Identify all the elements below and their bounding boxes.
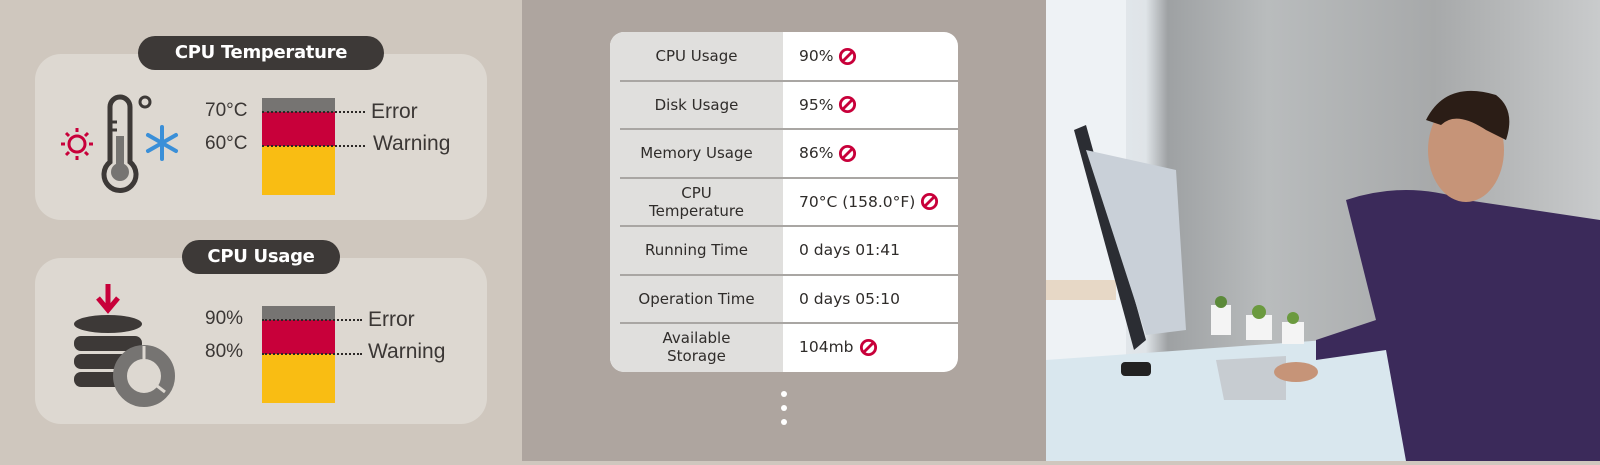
row-value: 95%	[799, 95, 834, 114]
warning-threshold: 60°C	[205, 133, 248, 154]
table-row: Running Time 0 days 01:41	[610, 226, 958, 275]
row-divider	[620, 273, 958, 276]
ellipsis-dot	[781, 419, 787, 425]
database-download-icon	[74, 284, 142, 387]
cpu-usage-title: CPU Usage	[182, 240, 340, 274]
warning-line	[262, 353, 362, 355]
alert-prohibited-icon	[839, 144, 857, 162]
warning-label: Warning	[368, 340, 446, 363]
sun-icon	[61, 128, 93, 160]
row-value: 0 days 05:10	[799, 289, 900, 308]
row-divider	[620, 128, 958, 130]
row-label: CPU Temperature	[648, 183, 745, 220]
row-label: Running Time	[645, 241, 748, 260]
table-row: Operation Time 0 days 05:10	[610, 275, 958, 324]
vertical-ellipsis-icon	[781, 391, 787, 397]
row-value-cell: 86%	[783, 144, 857, 163]
temperature-threshold-bar	[262, 98, 335, 195]
error-label: Error	[371, 100, 418, 123]
error-threshold: 90%	[205, 308, 244, 329]
table-row: Available Storage 104mb	[610, 323, 958, 372]
temperature-icons	[61, 94, 178, 193]
row-value-cell: 70°C (158.0°F)	[783, 192, 939, 211]
row-label: Disk Usage	[654, 95, 739, 114]
table-row: Memory Usage 86%	[610, 129, 958, 178]
warning-threshold: 80%	[205, 341, 244, 362]
row-value-cell: 90%	[783, 47, 857, 66]
usage-icons	[74, 284, 175, 407]
row-value: 86%	[799, 144, 834, 163]
row-divider	[620, 176, 958, 179]
alert-prohibited-icon	[859, 338, 877, 356]
row-value: 70°C (158.0°F)	[799, 192, 916, 211]
man-at-monitor-illustration	[1046, 0, 1600, 461]
thermometer-icon	[101, 94, 152, 193]
row-value-cell: 95%	[783, 95, 857, 114]
row-divider	[620, 79, 958, 82]
table-row: CPU Usage 90%	[610, 32, 958, 81]
row-value-cell: 0 days 01:41	[783, 241, 900, 259]
alert-prohibited-icon	[839, 96, 857, 114]
row-divider	[620, 322, 958, 324]
row-label: Memory Usage	[640, 144, 753, 163]
table-row: CPU Temperature 70°C (158.0°F)	[610, 178, 958, 227]
usage-threshold-bar	[262, 306, 335, 403]
cpu-temperature-title: CPU Temperature	[138, 36, 384, 70]
row-value: 0 days 01:41	[799, 241, 900, 260]
snowflake-icon	[146, 125, 178, 161]
error-label: Error	[368, 308, 415, 331]
row-value-cell: 0 days 05:10	[783, 290, 900, 308]
row-label: Available Storage	[662, 329, 731, 366]
alert-prohibited-icon	[921, 193, 939, 211]
status-table: CPU Usage 90% Disk Usage 95% Memory Usage 86%…	[610, 32, 958, 372]
error-threshold: 70°C	[205, 100, 248, 121]
row-divider	[620, 225, 958, 227]
error-line	[262, 111, 365, 113]
office-photo	[1046, 0, 1600, 461]
warning-label: Warning	[373, 132, 451, 155]
row-value: 104mb	[799, 338, 854, 357]
pie-chart-icon	[113, 345, 175, 407]
threshold-panel: CPU Temperature 70°C 60°C Error Warning …	[0, 0, 522, 461]
row-value-cell: 104mb	[783, 338, 878, 357]
status-panel: CPU Usage 90% Disk Usage 95% Memory Usage 86%…	[522, 0, 1046, 461]
ellipsis-dot	[781, 405, 787, 411]
row-value: 90%	[799, 47, 834, 66]
error-line	[262, 319, 362, 321]
row-label: CPU Usage	[655, 47, 738, 66]
table-row: Disk Usage 95%	[610, 81, 958, 130]
alert-prohibited-icon	[839, 47, 857, 65]
warning-line	[262, 145, 365, 147]
row-label: Operation Time	[638, 289, 755, 308]
